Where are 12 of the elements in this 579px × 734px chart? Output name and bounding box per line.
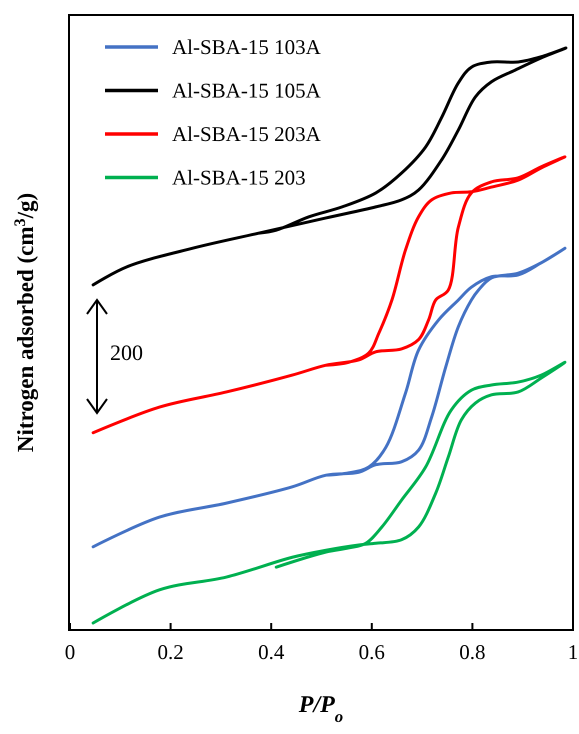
legend-label: Al-SBA-15 103A	[172, 35, 322, 59]
annotation: 200	[110, 340, 143, 365]
x-tick-label: 0.4	[258, 640, 285, 664]
legend-label: Al-SBA-15 203	[172, 166, 306, 190]
x-tick-label: 0.2	[157, 640, 184, 664]
legend-label: Al-SBA-15 105A	[172, 78, 322, 102]
x-axis-title: P/P$_{o}$	[298, 692, 344, 726]
x-tick-label: 0.6	[358, 640, 385, 664]
x-tick-label: 1	[568, 640, 578, 664]
legend-label: Al-SBA-15 203A	[172, 122, 322, 146]
x-tick-label: 0	[64, 640, 76, 664]
x-tick-label: 0.8	[459, 640, 486, 664]
